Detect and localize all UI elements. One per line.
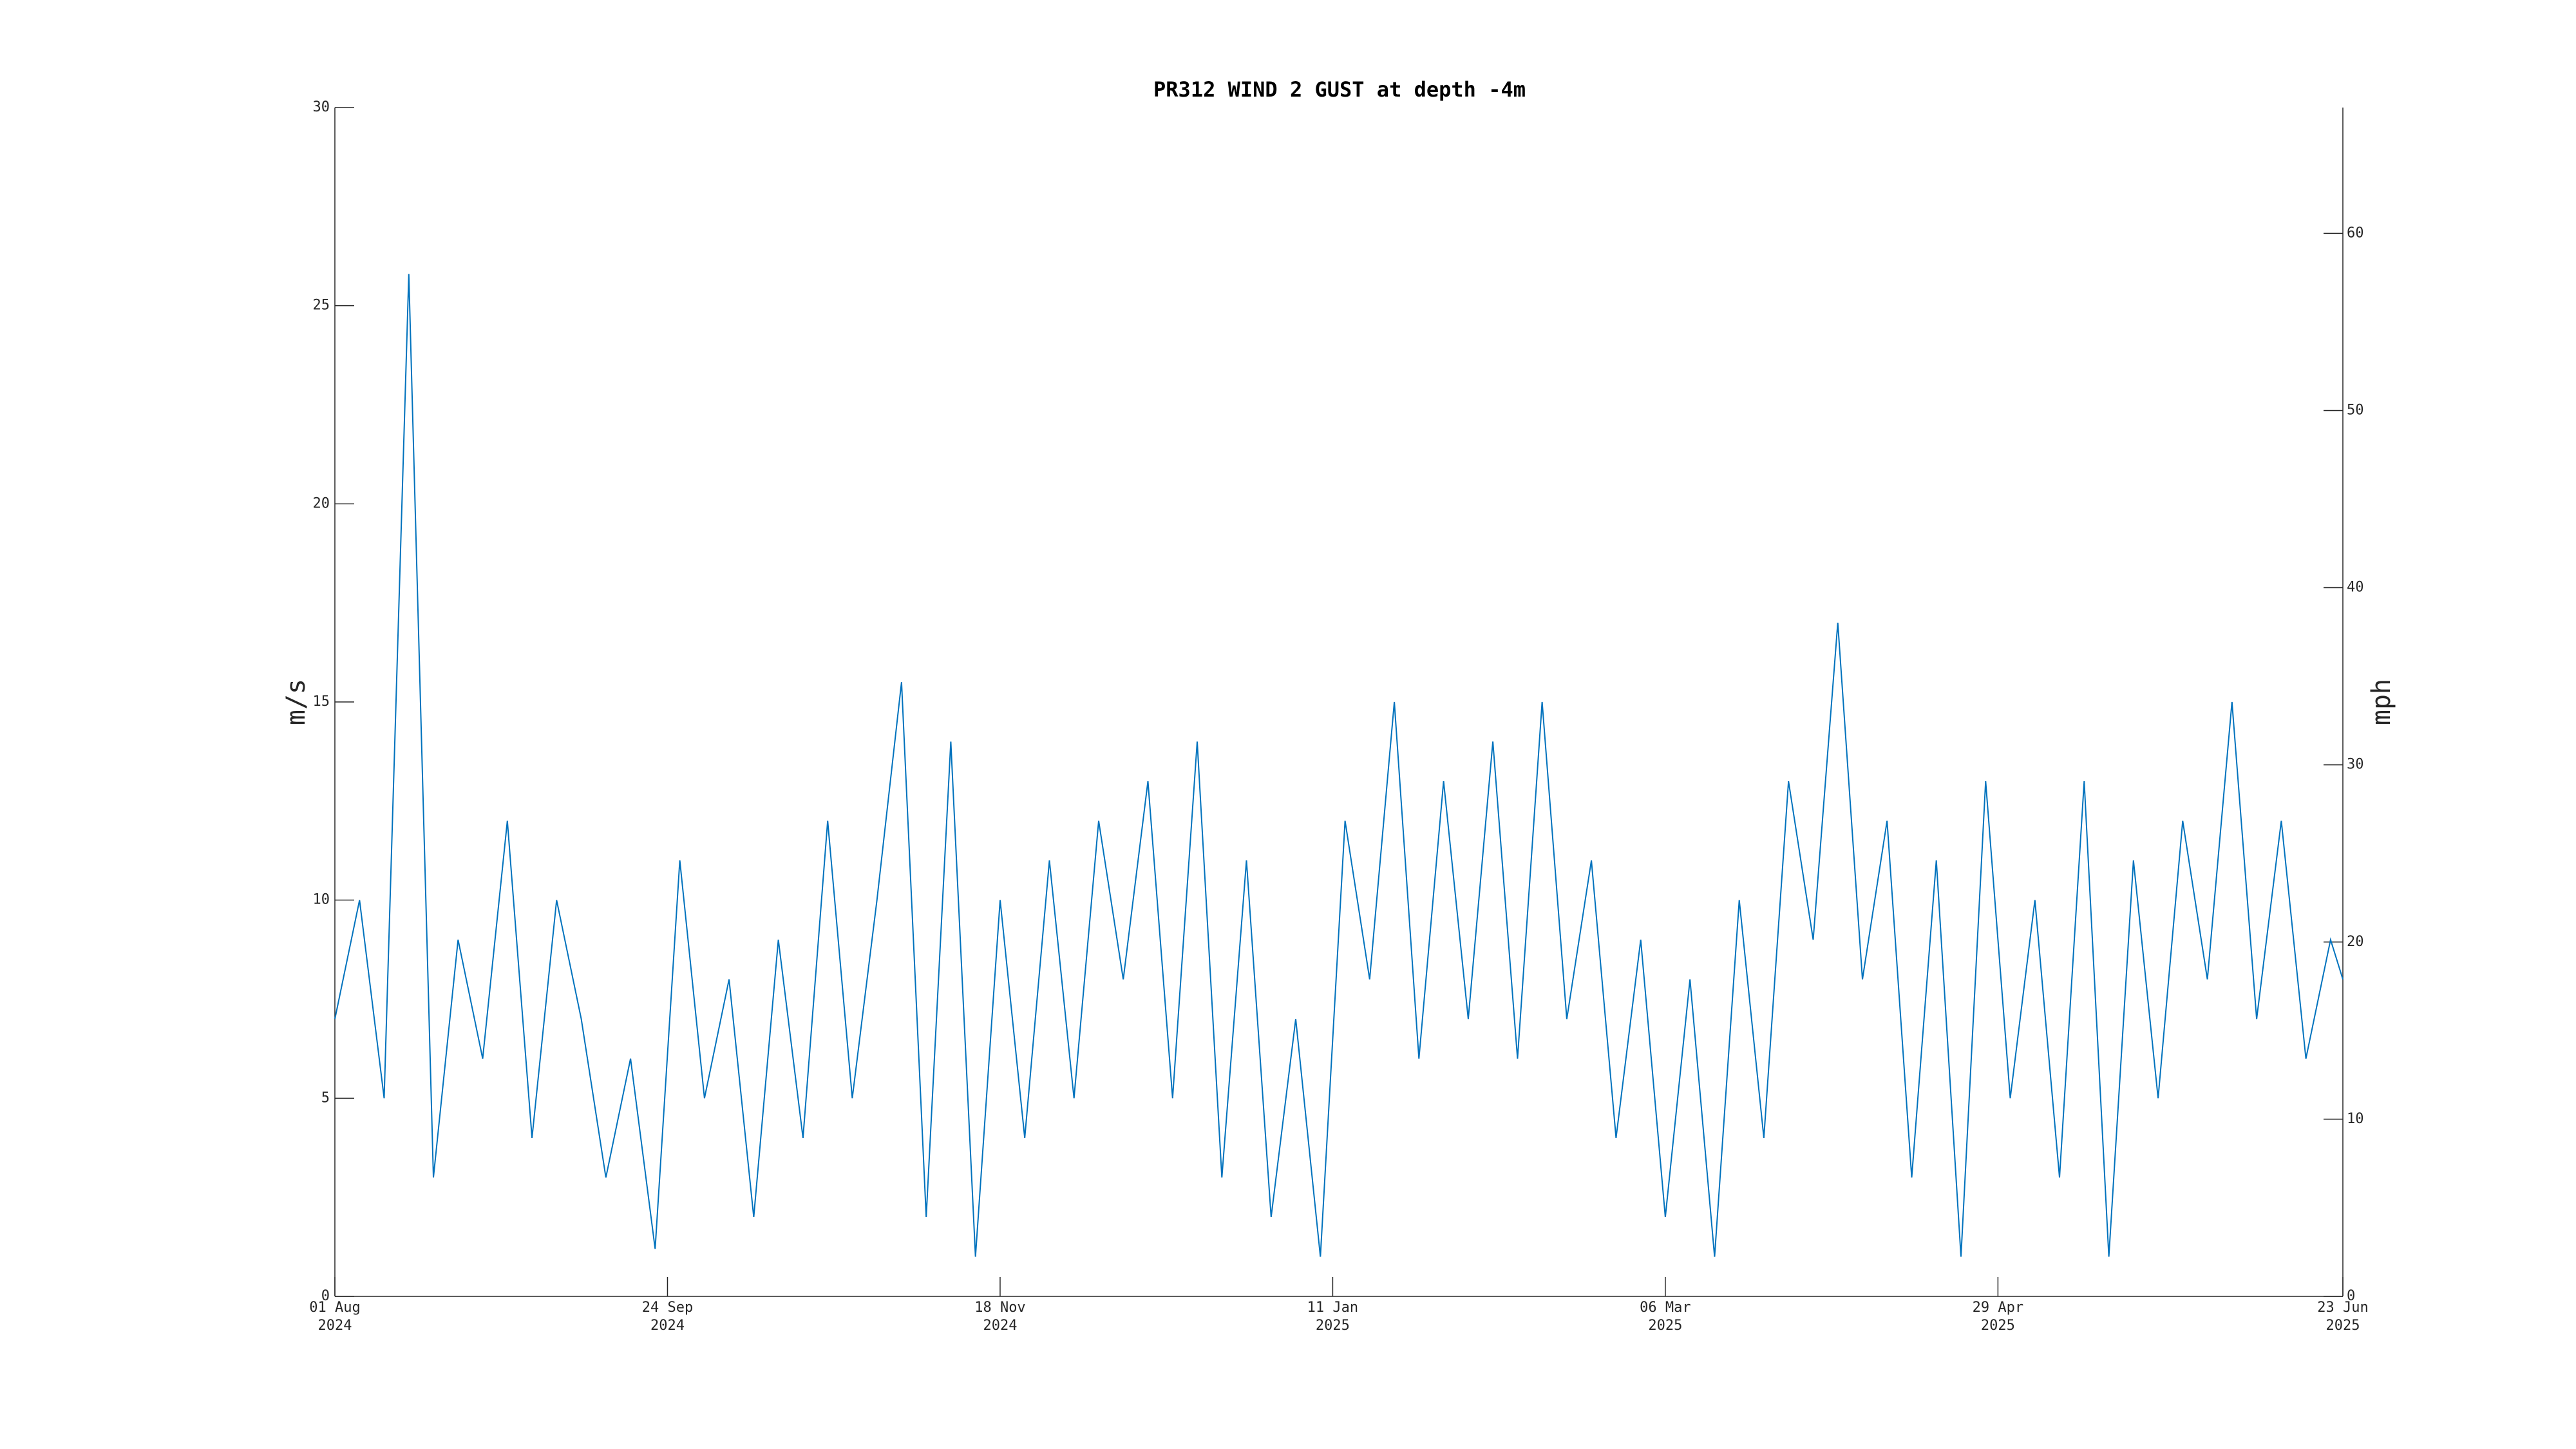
x-tick-label: 29 Apr 2025 <box>1972 1300 2024 1334</box>
y2-tick-label: 40 <box>2347 580 2364 596</box>
y-tick-label: 30 <box>313 99 330 115</box>
y2-tick-label: 0 <box>2347 1288 2355 1304</box>
y2-tick-label: 60 <box>2347 225 2364 241</box>
y-tick-label: 20 <box>313 495 330 511</box>
x-tick-label: 01 Aug 2024 <box>309 1300 361 1334</box>
x-tick-label: 24 Sep 2024 <box>641 1300 694 1334</box>
y2-axis-label: mph <box>2367 679 2396 725</box>
y-tick-label: 15 <box>313 694 330 710</box>
y2-tick-label: 10 <box>2347 1111 2364 1127</box>
x-tick-label: 06 Mar 2025 <box>1640 1300 1691 1334</box>
chart-title: PR312 WIND 2 GUST at depth -4m <box>1153 77 1526 102</box>
y-tick-label: 10 <box>313 892 330 908</box>
y2-tick-label: 30 <box>2347 757 2364 773</box>
y-tick-label: 25 <box>313 298 330 314</box>
x-tick-label: 11 Jan 2025 <box>1307 1300 1359 1334</box>
data-line <box>334 274 2344 1257</box>
x-tick-label: 23 Jun 2025 <box>2317 1300 2369 1334</box>
y2-tick-label: 20 <box>2347 934 2364 950</box>
y2-tick-label: 50 <box>2347 402 2364 418</box>
y-tick-label: 0 <box>321 1288 330 1304</box>
x-tick-label: 18 Nov 2024 <box>974 1300 1026 1334</box>
y-axis-label: m/s <box>281 679 311 725</box>
y-tick-label: 5 <box>321 1090 330 1106</box>
